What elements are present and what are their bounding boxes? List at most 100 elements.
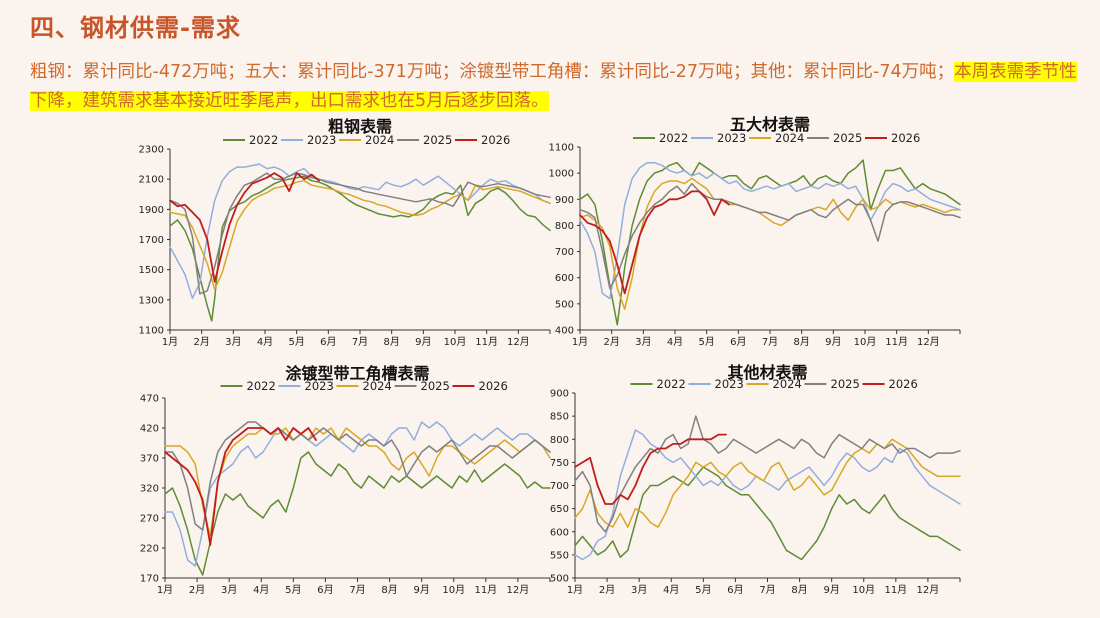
x-tick-label: 4月 <box>663 584 679 596</box>
legend-label-2026: 2026 <box>891 131 920 145</box>
x-tick-label: 12月 <box>507 336 530 348</box>
legend-label-2026: 2026 <box>479 379 508 393</box>
series-line-2025 <box>579 182 961 289</box>
y-tick-label: 370 <box>140 454 159 465</box>
x-tick-label: 7月 <box>759 584 775 596</box>
x-tick-label: 6月 <box>320 336 336 348</box>
x-tick-label: 8月 <box>381 584 397 596</box>
y-tick-label: 900 <box>550 389 569 400</box>
x-tick-label: 3月 <box>635 336 651 348</box>
chart-svg: 五大材表需 2022 2023 2024 2025 2026 400 500 600 700 800… <box>549 115 961 348</box>
y-tick-label: 1100 <box>549 143 574 154</box>
y-tick-label: 320 <box>140 484 159 495</box>
y-tick-label: 500 <box>555 299 574 310</box>
series-line-2026 <box>164 427 317 546</box>
x-tick-label: 8月 <box>791 584 807 596</box>
y-tick-label: 650 <box>550 504 569 515</box>
series-line-2023 <box>169 163 551 300</box>
x-tick-label: 11月 <box>885 336 908 348</box>
chart-five-major: 五大材表需 2022 2023 2024 2025 2026 400 500 600 700 800… <box>545 112 975 352</box>
legend-label-2024: 2024 <box>365 133 394 147</box>
x-tick-label: 9月 <box>823 584 839 596</box>
legend-label-2023: 2023 <box>717 131 746 145</box>
y-tick-label: 700 <box>555 247 574 258</box>
x-tick-label: 6月 <box>317 584 333 596</box>
legend-label-2025: 2025 <box>833 131 862 145</box>
y-tick-label: 420 <box>140 424 159 435</box>
legend-label-2025: 2025 <box>423 133 452 147</box>
x-tick-label: 2月 <box>189 584 205 596</box>
x-tick-label: 5月 <box>695 584 711 596</box>
x-tick-label: 1月 <box>572 336 588 348</box>
legend-label-2023: 2023 <box>305 379 334 393</box>
y-tick-label: 1000 <box>549 169 574 180</box>
legend-label-2023: 2023 <box>715 377 744 391</box>
x-tick-label: 1月 <box>567 584 583 596</box>
legend-label-2026: 2026 <box>889 377 918 391</box>
x-tick-label: 2月 <box>193 336 209 348</box>
summary-text: 粗钢：累计同比-472万吨；五大：累计同比-371万吨；涂镀型带工角槽：累计同比… <box>30 58 1080 116</box>
x-tick-label: 12月 <box>917 336 940 348</box>
chart-title: 粗钢表需 <box>328 117 392 136</box>
legend-label-2022: 2022 <box>249 133 278 147</box>
y-tick-label: 500 <box>550 574 569 585</box>
x-tick-label: 11月 <box>475 336 498 348</box>
series-line-2024 <box>164 427 551 537</box>
x-tick-label: 7月 <box>349 584 365 596</box>
x-tick-label: 10月 <box>852 584 875 596</box>
x-tick-label: 3月 <box>225 336 241 348</box>
legend-label-2025: 2025 <box>831 377 860 391</box>
x-tick-label: 6月 <box>730 336 746 348</box>
series-line-2023 <box>574 429 961 561</box>
x-tick-label: 5月 <box>288 336 304 348</box>
y-tick-label: 600 <box>555 273 574 284</box>
series-line-2025 <box>574 415 961 533</box>
x-tick-label: 2月 <box>603 336 619 348</box>
x-tick-label: 11月 <box>474 584 497 596</box>
x-tick-label: 10月 <box>444 336 467 348</box>
x-tick-label: 2月 <box>599 584 615 596</box>
y-tick-label: 1300 <box>139 295 164 306</box>
x-tick-label: 10月 <box>854 336 877 348</box>
chart-svg: 涂镀型带工角槽表需 2022 2023 2024 2025 2026 170 220 270 32… <box>140 364 551 596</box>
legend-label-2022: 2022 <box>657 377 686 391</box>
legend-label-2023: 2023 <box>307 133 336 147</box>
x-tick-label: 8月 <box>383 336 399 348</box>
y-tick-label: 800 <box>555 221 574 232</box>
legend-label-2024: 2024 <box>363 379 392 393</box>
series-line-2026 <box>579 190 730 295</box>
y-tick-label: 750 <box>550 458 569 469</box>
y-tick-label: 2300 <box>139 145 164 156</box>
chart-other-steel: 其他材表需 2022 2023 2024 2025 2026 500 550 600 650 700… <box>545 360 975 600</box>
y-tick-label: 1700 <box>139 235 164 246</box>
y-tick-label: 600 <box>550 527 569 538</box>
legend-label-2022: 2022 <box>659 131 688 145</box>
x-tick-label: 1月 <box>162 336 178 348</box>
legend-label-2024: 2024 <box>773 377 802 391</box>
x-tick-label: 7月 <box>352 336 368 348</box>
chart-title: 涂镀型带工角槽表需 <box>285 364 429 383</box>
chart-coated-sections: 涂镀型带工角槽表需 2022 2023 2024 2025 2026 170 220 270 32… <box>130 360 560 600</box>
y-tick-label: 800 <box>550 435 569 446</box>
series-line-2025 <box>164 421 551 531</box>
chart-svg: 粗钢表需 2022 2023 2024 2025 2026 1100 1300 1500 1700… <box>139 117 551 348</box>
legend-label-2022: 2022 <box>247 379 276 393</box>
series-line-2022 <box>164 451 551 576</box>
y-tick-label: 220 <box>140 544 159 555</box>
y-tick-label: 900 <box>555 195 574 206</box>
chart-svg: 其他材表需 2022 2023 2024 2025 2026 500 550 600 650 700… <box>550 363 961 596</box>
x-tick-label: 3月 <box>631 584 647 596</box>
legend-label-2026: 2026 <box>481 133 510 147</box>
x-tick-label: 5月 <box>285 584 301 596</box>
x-tick-label: 4月 <box>257 336 273 348</box>
x-tick-label: 9月 <box>415 336 431 348</box>
x-tick-label: 3月 <box>221 584 237 596</box>
series-line-2026 <box>574 433 727 505</box>
x-tick-label: 12月 <box>917 584 940 596</box>
series-line-2022 <box>574 466 961 561</box>
page-title: 四、钢材供需-需求 <box>30 14 241 42</box>
x-tick-label: 9月 <box>413 584 429 596</box>
series-line-2026 <box>169 172 320 283</box>
x-tick-label: 7月 <box>762 336 778 348</box>
y-tick-label: 1500 <box>139 265 164 276</box>
